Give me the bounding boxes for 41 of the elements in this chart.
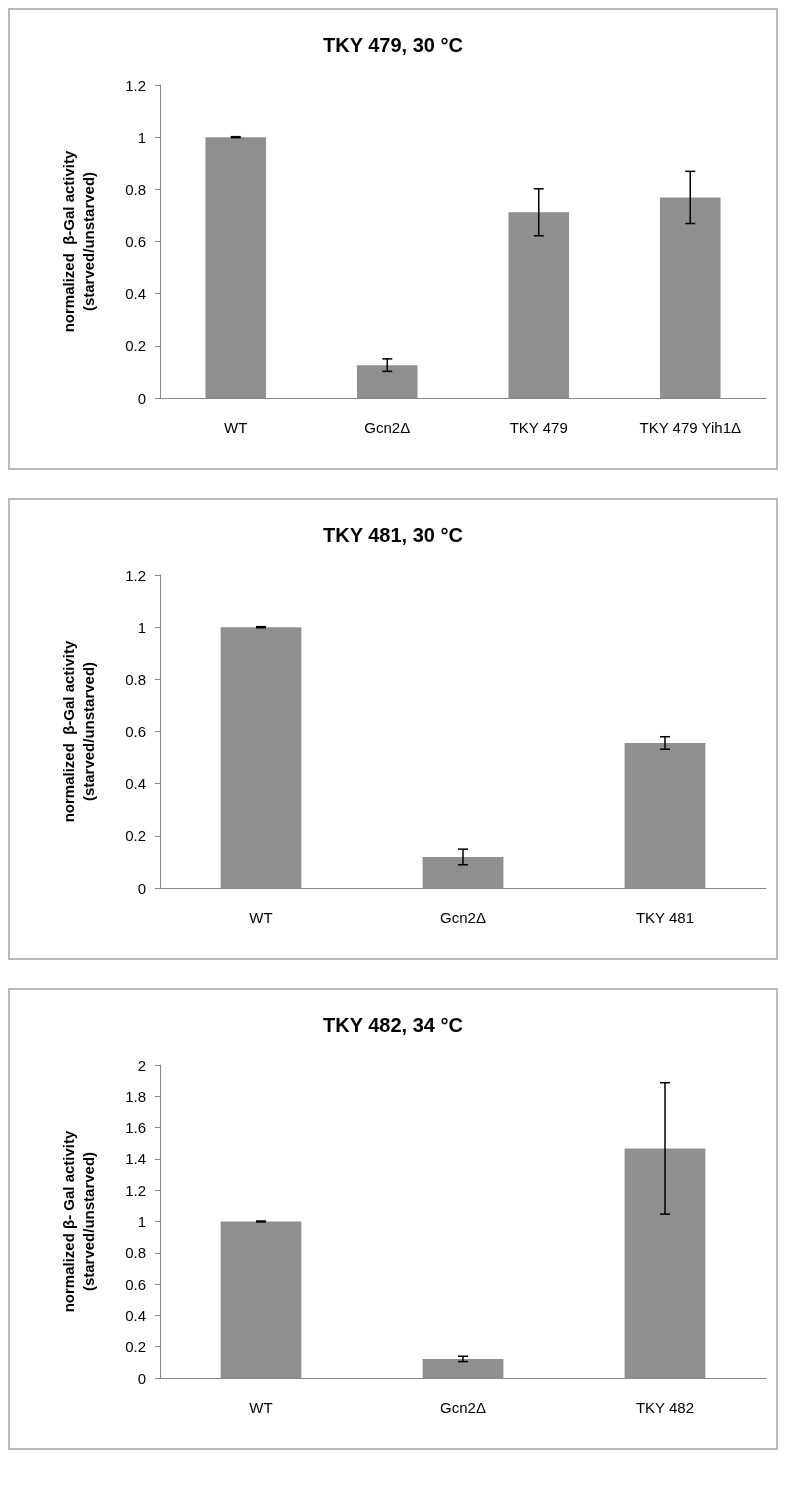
x-tick-label: TKY 479 Yih1Δ [639, 419, 741, 436]
y-tick-label: 1.8 [125, 1087, 146, 1105]
y-tick-label: 0 [137, 389, 146, 407]
y-tick-label: 1.2 [125, 1181, 146, 1199]
y-tick-label: 0.4 [125, 1306, 146, 1324]
y-tick-label: 1 [137, 618, 146, 636]
y-tick-label: 0 [137, 879, 146, 897]
y-tick-label: 0 [137, 1369, 146, 1387]
y-tick-label: 0.6 [125, 1275, 146, 1293]
y-tick-label: 0.6 [125, 723, 146, 740]
y-tick-label: 1.4 [125, 1150, 146, 1168]
x-tick-label: Gcn2Δ [440, 909, 486, 926]
y-axis-title: normalized β-Gal activity (starved/unstarved) [59, 640, 97, 823]
y-tick-label: 1.2 [125, 76, 146, 94]
y-tick-label: 0.2 [125, 827, 146, 845]
x-tick-label: Gcn2Δ [440, 1399, 486, 1416]
x-tick-label: WT [249, 1399, 273, 1416]
y-tick-label: 1 [137, 1213, 146, 1230]
y-tick-label: 0.8 [125, 670, 146, 688]
x-tick-label: Gcn2Δ [364, 419, 411, 436]
y-tick-label: 1.6 [125, 1119, 146, 1137]
chart-title: TKY 481, 30 °C [323, 524, 463, 546]
y-tick-label: 0.4 [125, 285, 146, 303]
x-tick-label: TKY 481 [635, 909, 695, 926]
x-tick-label: TKY 479 [509, 419, 568, 436]
y-tick-label: 0.8 [125, 180, 146, 198]
y-axis-title: normalized β- Gal activity (starved/unstarved) [59, 1130, 97, 1313]
y-tick-label: 0.2 [125, 337, 146, 355]
chart-title: TKY 479, 30 °C [323, 34, 463, 56]
y-axis-title: normalized β-Gal activity (starved/unstarved) [59, 150, 97, 333]
y-tick-label: 0.8 [125, 1244, 146, 1262]
y-tick-label: 1.2 [125, 566, 146, 584]
chart-title: TKY 482, 34 °C [323, 1014, 463, 1036]
y-tick-label: 1 [137, 128, 146, 146]
y-tick-label: 2 [137, 1056, 146, 1074]
x-tick-label: TKY 482 [635, 1399, 695, 1416]
x-tick-label: WT [224, 419, 248, 436]
x-tick-label: WT [249, 909, 273, 926]
y-tick-label: 0.6 [125, 233, 146, 250]
y-tick-label: 0.4 [125, 775, 146, 793]
y-tick-label: 0.2 [125, 1338, 146, 1356]
